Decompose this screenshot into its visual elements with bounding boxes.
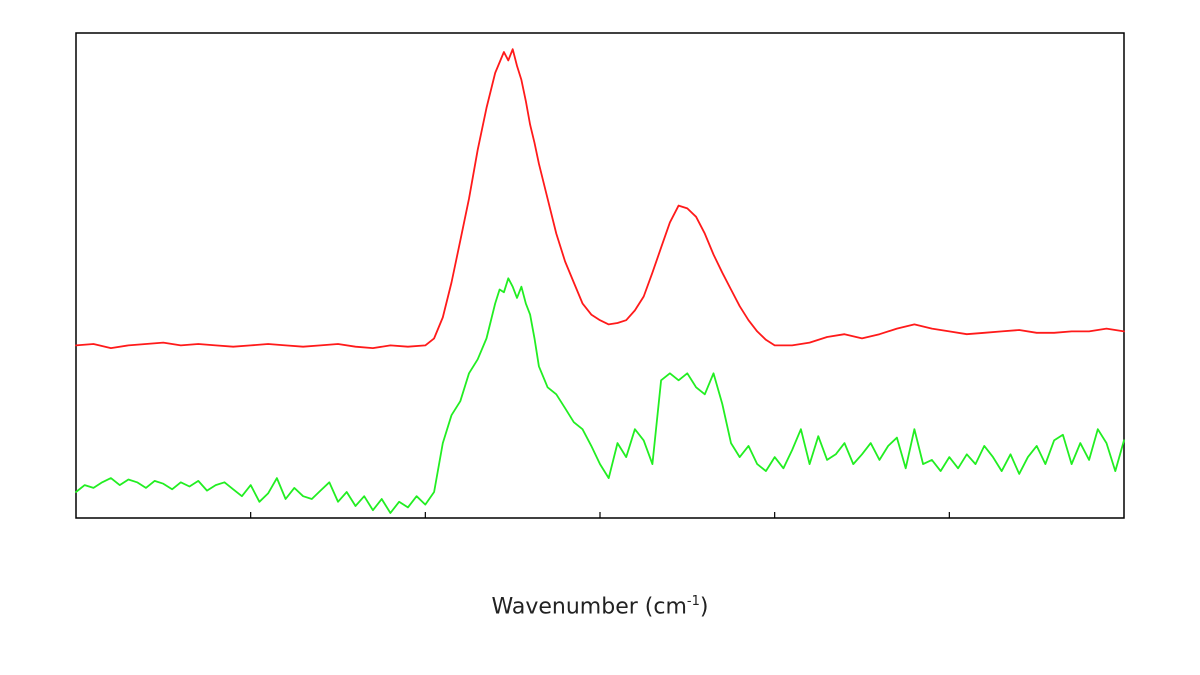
series-line-1 xyxy=(75,48,1125,350)
x-axis-ticks xyxy=(250,512,950,518)
plot-frame xyxy=(75,32,1125,519)
series-line-2 xyxy=(75,277,1125,514)
x-axis-label-superscript: -1 xyxy=(686,594,700,609)
series-layer xyxy=(75,48,1125,514)
x-axis-label-main: Wavenumber (cm xyxy=(491,594,687,620)
x-axis-label-close: ) xyxy=(699,594,709,620)
x-axis-label: Wavenumber (cm-1) xyxy=(0,594,1200,619)
